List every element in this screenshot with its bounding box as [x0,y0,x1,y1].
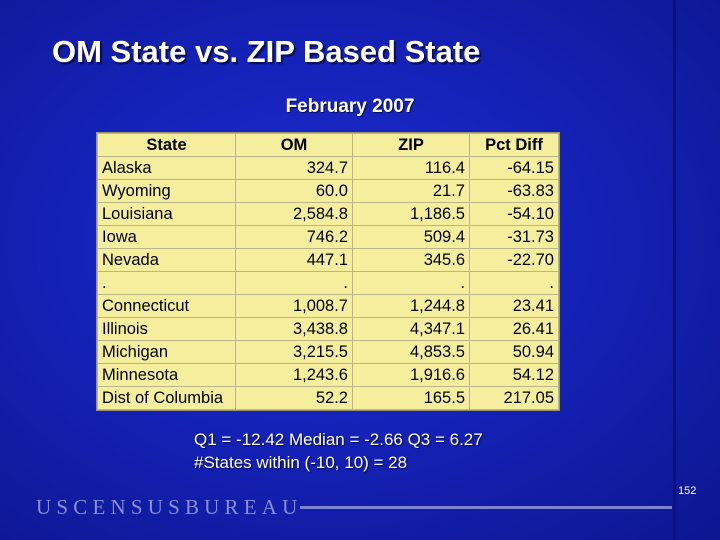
pct-diff-cell: 54.12 [469,363,559,387]
table-row: Minnesota 1,243.6 1,916.6 54.12 [97,363,559,387]
state-cell: Dist of Columbia [97,386,236,410]
table-row: .... [97,271,559,295]
pct-diff-cell: 50.94 [469,340,559,364]
quartile-stats-line: Q1 = -12.42 Median = -2.66 Q3 = 6.27 [194,430,483,449]
column-header-zip: ZIP [352,133,470,157]
census-bureau-logo: USCENSUSBUREAU [36,495,303,519]
zip-cell: 116.4 [352,156,470,180]
table-row: Dist of Columbia 52.2 165.5 217.05 [97,386,559,410]
summary-statistics: Q1 = -12.42 Median = -2.66 Q3 = 6.27 #St… [194,428,483,474]
om-cell: 52.2 [235,386,353,410]
pct-diff-cell: . [469,271,559,295]
state-cell: Connecticut [97,294,236,318]
table-header-row: State OM ZIP Pct Diff [97,133,559,157]
states-within-range-line: #States within (-10, 10) = 28 [194,453,408,472]
zip-cell: 165.5 [352,386,470,410]
om-cell: 2,584.8 [235,202,353,226]
pct-diff-cell: -63.83 [469,179,559,203]
state-cell: . [97,271,236,295]
zip-cell: 1,916.6 [352,363,470,387]
state-comparison-table: State OM ZIP Pct Diff Alaska 324.7 116.4 -6… [97,133,559,410]
column-header-om: OM [235,133,353,157]
data-table-container: State OM ZIP Pct Diff Alaska 324.7 116.4 -6… [96,132,560,411]
table-row: Connecticut 1,008.7 1,244.8 23.41 [97,294,559,318]
state-cell: Alaska [97,156,236,180]
zip-cell: 509.4 [352,225,470,249]
om-cell: 3,438.8 [235,317,353,341]
state-cell: Iowa [97,225,236,249]
om-cell: 447.1 [235,248,353,272]
table-row: Wyoming 60.0 21.7 -63.83 [97,179,559,203]
om-cell: 1,008.7 [235,294,353,318]
pct-diff-cell: -54.10 [469,202,559,226]
table-row: Illinois 3,438.8 4,347.1 26.41 [97,317,559,341]
zip-cell: 4,853.5 [352,340,470,364]
state-cell: Michigan [97,340,236,364]
table-row: Nevada 447.1 345.6 -22.70 [97,248,559,272]
state-cell: Wyoming [97,179,236,203]
state-cell: Louisiana [97,202,236,226]
zip-cell: 1,186.5 [352,202,470,226]
om-cell: . [235,271,353,295]
zip-cell: 345.6 [352,248,470,272]
zip-cell: 21.7 [352,179,470,203]
slide-subtitle: February 2007 [285,96,415,117]
pct-diff-cell: 26.41 [469,317,559,341]
zip-cell: 4,347.1 [352,317,470,341]
om-cell: 60.0 [235,179,353,203]
page-number: 152 [678,485,697,497]
column-header-pct-diff: Pct Diff [469,133,559,157]
state-cell: Illinois [97,317,236,341]
table-row: Iowa 746.2 509.4 -31.73 [97,225,559,249]
zip-cell: 1,244.8 [352,294,470,318]
slide-title: OM State vs. ZIP Based State [52,34,481,69]
table-row: Michigan 3,215.5 4,853.5 50.94 [97,340,559,364]
pct-diff-cell: -31.73 [469,225,559,249]
om-cell: 1,243.6 [235,363,353,387]
right-edge-rule [673,0,676,540]
state-cell: Minnesota [97,363,236,387]
om-cell: 746.2 [235,225,353,249]
zip-cell: . [352,271,470,295]
state-cell: Nevada [97,248,236,272]
pct-diff-cell: -22.70 [469,248,559,272]
om-cell: 324.7 [235,156,353,180]
table-body: Alaska 324.7 116.4 -64.15 Wyoming 60.0 21.7 -63… [97,156,559,410]
pct-diff-cell: 23.41 [469,294,559,318]
footer-rule [300,506,672,509]
column-header-state: State [97,133,236,157]
table-row: Alaska 324.7 116.4 -64.15 [97,156,559,180]
table-row: Louisiana 2,584.8 1,186.5 -54.10 [97,202,559,226]
pct-diff-cell: -64.15 [469,156,559,180]
om-cell: 3,215.5 [235,340,353,364]
pct-diff-cell: 217.05 [469,386,559,410]
